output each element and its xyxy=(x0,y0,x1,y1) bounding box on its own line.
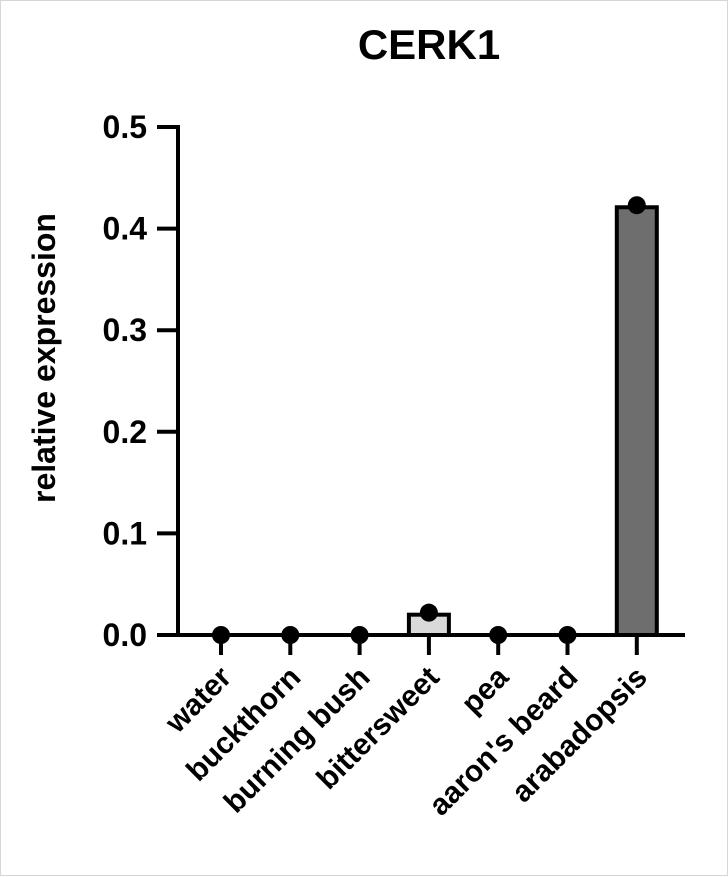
y-tick-label: 0.0 xyxy=(103,617,147,653)
y-tick-label: 0.2 xyxy=(103,414,147,450)
data-point xyxy=(212,626,230,644)
data-point xyxy=(489,626,508,644)
x-tick-label: pea xyxy=(455,660,515,720)
y-tick-label: 0.3 xyxy=(103,312,147,348)
data-point xyxy=(558,626,577,644)
data-point xyxy=(627,196,646,215)
points-layer xyxy=(212,196,646,644)
axes-layer xyxy=(176,125,685,637)
data-point xyxy=(281,626,300,644)
data-point xyxy=(350,626,369,644)
bar xyxy=(614,205,659,637)
chart-title: CERK1 xyxy=(358,21,500,68)
bars-layer xyxy=(406,205,659,637)
y-tick-label: 0.5 xyxy=(103,109,147,145)
data-point xyxy=(419,603,438,622)
y-axis-label: relative expression xyxy=(26,213,62,503)
ticks-layer: 0.0 0.1 0.2 0.3 0.4 0.5 xyxy=(103,109,639,655)
y-tick-label: 0.4 xyxy=(103,211,148,247)
y-tick-label: 0.1 xyxy=(103,515,147,551)
